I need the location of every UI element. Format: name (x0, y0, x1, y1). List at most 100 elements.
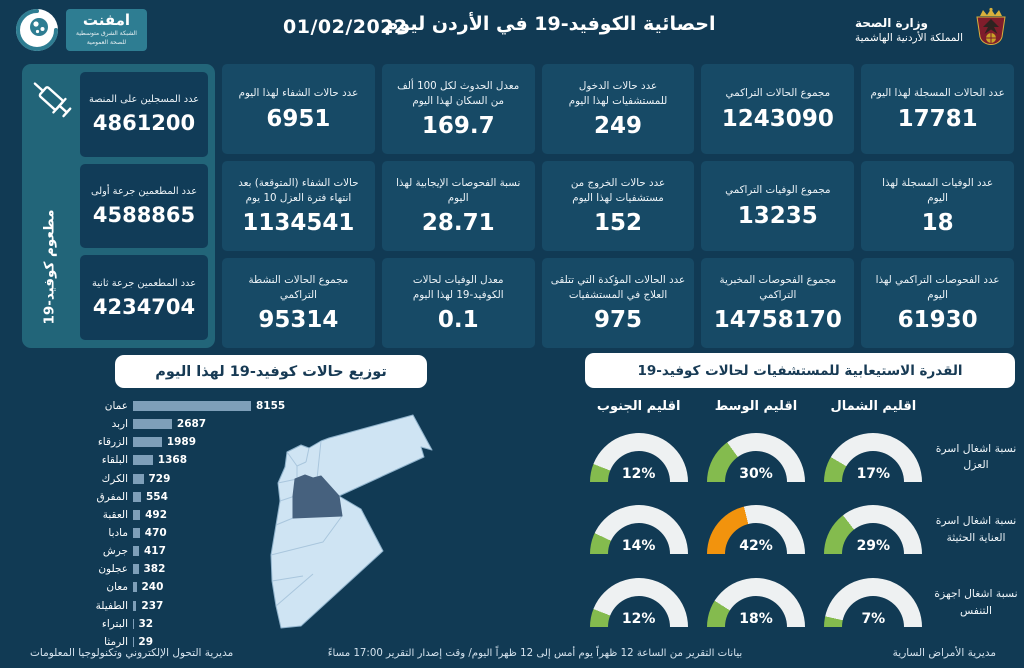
bar-category-label: مادبا (108, 526, 128, 539)
gauge-percentage: 7% (861, 611, 886, 628)
stat-card-value: 61930 (897, 307, 978, 334)
region-header: اقليم الجنوب (596, 399, 681, 414)
capacity-row-label: نسبة اشغال اجهزة التنفس (934, 586, 1018, 617)
bar-value-label: 1989 (166, 436, 197, 449)
region-header: اقليم الشمال (830, 399, 917, 414)
bar-track (133, 546, 139, 557)
cases-distribution-chart: عمان 8155 اربد 2687 الزرقاء 1989 البلقاء 1368 ال… (58, 398, 298, 650)
bar-fill (133, 473, 144, 484)
stat-card: عدد حالات الشفاء لهذا اليوم 6951 (222, 64, 375, 154)
capacity-gauge: 17% (824, 432, 923, 482)
bar-row: البتراء 32 (58, 616, 298, 632)
bar-category-label: الزرقاء (97, 436, 128, 449)
bar-row: المفرق 554 (58, 489, 298, 505)
emphnet-name: امفنت (82, 11, 131, 30)
gauge-percentage: 12% (621, 465, 656, 482)
bar-value-label: 237 (141, 599, 164, 612)
bar-row: مادبا 470 (58, 525, 298, 541)
stat-card: عدد الحالات المؤكدة التي تتلقى العلاج في… (541, 258, 695, 348)
capacity-region-headers: اقليم الجنوب اقليم الوسط اقليم الشمال (580, 399, 932, 414)
stat-card: عدد حالات الدخول للمستشفيات لهذا اليوم 24… (541, 64, 695, 154)
bar-category-label: الكرك (101, 472, 128, 485)
vaccination-panel: مطعوم كوفيد-19 عدد المسجلين على المنصة 48… (22, 64, 215, 348)
bar-row: الطفيلة 237 (58, 598, 298, 614)
bar-value-label: 8155 (256, 400, 286, 412)
bar-fill (133, 600, 137, 611)
stat-card-label: عدد حالات الخروج من مستشفيات لهذا اليوم (570, 176, 666, 204)
capacity-section-title: القدرة الاستيعابية للمستشفيات لحالات كوف… (585, 353, 1015, 388)
footer-it-directorate: مديرية التحول الإلكتروني وتكنولوجيا المع… (30, 647, 234, 659)
vaccination-card-value: 4861200 (92, 111, 196, 136)
stat-card: معدل الوفيات لحالات الكوفيد-19 لهذا اليو… (381, 258, 535, 348)
bar-track (133, 600, 137, 611)
capacity-gauge: 29% (824, 505, 923, 555)
stat-card-value: 95314 (258, 307, 339, 334)
bar-row: الكرك 729 (58, 471, 298, 487)
bar-value-label: 29 (138, 635, 154, 648)
bar-fill (133, 527, 140, 538)
stat-card-value: 975 (594, 307, 643, 334)
capacity-gauge: 7% (824, 578, 923, 628)
vaccination-card-label: عدد المسجلين على المنصة (88, 94, 200, 106)
region-header: اقليم الوسط (714, 399, 798, 414)
bar-value-label: 729 (148, 472, 171, 485)
stat-card-label: عدد الحالات المسجلة لهذا اليوم (870, 87, 1005, 100)
stat-card-label: معدل الحدوث لكل 100 ألف من السكان لهذا ا… (397, 79, 520, 107)
vaccination-card: عدد المسجلين على المنصة 4861200 (80, 72, 208, 157)
stat-card-label: عدد الحالات المؤكدة التي تتلقى العلاج في… (550, 273, 686, 301)
bar-track (133, 419, 172, 430)
bar-row: عمان 8155 (58, 398, 298, 414)
bar-value-label: 240 (141, 581, 164, 594)
gauge-percentage: 42% (739, 538, 773, 555)
vaccination-card-value: 4588865 (92, 203, 196, 228)
bar-track (133, 582, 137, 593)
stat-card: عدد الوفيات المسجلة لهذا اليوم 18 (861, 161, 1014, 251)
bar-category-label: الطفيلة (95, 599, 128, 612)
emphnet-wordmark: امفنت الشبكة الشرق متوسطية للصحة العمومي… (66, 9, 147, 51)
report-date: 01/02/2022 (283, 16, 408, 38)
bar-track (133, 491, 141, 502)
stat-card-label: مجموع الحالات النشطة التراكمي (248, 273, 349, 301)
stat-card-label: عدد حالات الشفاء لهذا اليوم (238, 87, 359, 100)
capacity-row-label: نسبة اشغال اسرة العزل (935, 441, 1017, 472)
stats-grid: عدد الحالات المسجلة لهذا اليوم 17781 مجموع… (222, 64, 1014, 348)
bar-category-label: عمان (104, 400, 128, 412)
ministry-name: وزارة الصحة المملكة الأردنية الهاشمية (855, 15, 963, 45)
syringe-icon (24, 70, 80, 132)
stat-card-label: معدل الوفيات لحالات الكوفيد-19 لهذا اليو… (412, 273, 504, 301)
bar-track (133, 618, 134, 629)
vaccination-cards: عدد المسجلين على المنصة 4861200 عدد المطعم… (80, 72, 208, 341)
bar-fill (133, 509, 141, 520)
bar-category-label: جرش (102, 545, 128, 558)
bar-category-label: اربد (111, 418, 128, 431)
bar-row: الزرقاء 1989 (58, 434, 298, 450)
stat-card: عدد حالات الخروج من مستشفيات لهذا اليوم 1… (541, 161, 695, 251)
bar-value-label: 554 (146, 490, 168, 503)
stat-card-value: 1243090 (721, 105, 834, 132)
gauge-percentage: 29% (856, 538, 891, 555)
vaccination-card-label: عدد المطعمين جرعة ثانية (91, 277, 197, 289)
capacity-gauge: 12% (589, 578, 688, 628)
stat-card-label: نسبة الفحوصات الإيجابية لهذا اليوم (396, 176, 521, 204)
bar-fill (133, 582, 137, 593)
bar-track (133, 455, 153, 466)
bar-fill (133, 455, 153, 466)
bar-category-label: البتراء (101, 617, 128, 630)
emphnet-globe-icon (16, 9, 58, 51)
stat-card-value: 249 (594, 113, 643, 140)
emphnet-subtitle-1: الشبكة الشرق متوسطية (76, 29, 137, 37)
stat-card-label: مجموع الفحوصات المخبرية التراكمي (719, 273, 837, 301)
stat-card: عدد الحالات المسجلة لهذا اليوم 17781 (861, 64, 1014, 154)
stat-card-value: 14758170 (713, 307, 842, 334)
ministry-logo: وزارة الصحة المملكة الأردنية الهاشمية (855, 7, 1012, 53)
gauge-percentage: 12% (621, 611, 656, 628)
gauge-percentage: 14% (621, 538, 656, 555)
jordan-map (243, 392, 471, 651)
ministry-line1: وزارة الصحة (854, 15, 928, 30)
capacity-gauge: 12% (589, 432, 688, 482)
emphnet-subtitle-2: للصحة العمومية (86, 38, 127, 46)
stat-card-value: 18 (921, 210, 954, 237)
bar-category-label: الرمثا (104, 635, 128, 648)
stat-card-value: 169.7 (421, 113, 495, 140)
